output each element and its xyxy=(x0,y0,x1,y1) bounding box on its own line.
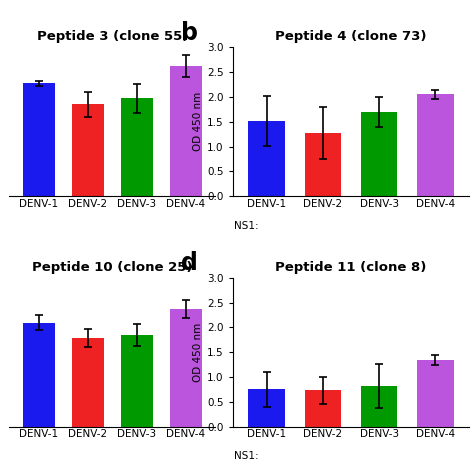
Y-axis label: OD 450 nm: OD 450 nm xyxy=(193,92,203,151)
Y-axis label: OD 450 nm: OD 450 nm xyxy=(193,323,203,382)
Bar xyxy=(170,309,201,427)
Bar xyxy=(305,391,341,427)
Bar xyxy=(417,360,454,427)
Bar xyxy=(170,66,201,196)
Bar xyxy=(248,390,285,427)
Bar xyxy=(361,386,398,427)
Title: Peptide 11 (clone 8): Peptide 11 (clone 8) xyxy=(275,261,427,274)
Title: Peptide 4 (clone 73): Peptide 4 (clone 73) xyxy=(275,30,427,44)
Title: Peptide 3 (clone 55): Peptide 3 (clone 55) xyxy=(36,30,188,44)
Bar xyxy=(121,336,153,427)
Bar xyxy=(121,99,153,196)
Text: NS1:: NS1: xyxy=(7,221,32,231)
Bar xyxy=(72,338,104,427)
Bar xyxy=(417,94,454,196)
Bar xyxy=(23,83,55,196)
Text: NS1:: NS1: xyxy=(234,221,258,231)
Text: NS1:: NS1: xyxy=(234,451,258,461)
Text: d: d xyxy=(181,251,198,275)
Bar xyxy=(248,121,285,196)
Title: Peptide 10 (clone 25): Peptide 10 (clone 25) xyxy=(32,261,192,274)
Bar xyxy=(361,112,398,196)
Bar xyxy=(72,104,104,196)
Text: b: b xyxy=(181,21,198,45)
Bar xyxy=(23,322,55,427)
Text: NS1:: NS1: xyxy=(7,451,32,461)
Bar xyxy=(305,133,341,196)
